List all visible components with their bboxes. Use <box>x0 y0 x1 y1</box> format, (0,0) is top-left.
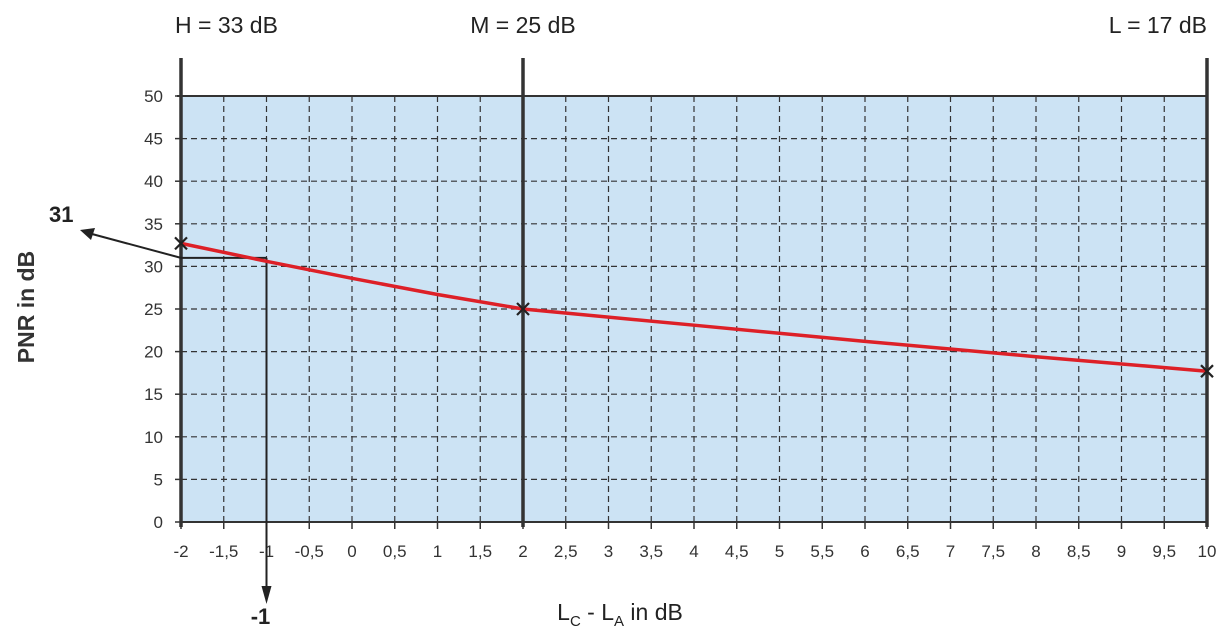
y-tick-label: 10 <box>144 428 163 447</box>
x-tick-label: 6 <box>860 542 869 561</box>
marker-stroke <box>174 236 188 251</box>
x-tick-label: 6,5 <box>896 542 920 561</box>
x-tick-label: 10 <box>1198 542 1217 561</box>
x-tick-label: 2 <box>518 542 527 561</box>
x-tick-label: -0,5 <box>295 542 324 561</box>
x-tick-label: 0,5 <box>383 542 407 561</box>
x-tick-label: 4,5 <box>725 542 749 561</box>
marker-label: M = 25 dB <box>470 12 575 38</box>
marker-stroke <box>516 302 530 316</box>
vertical-markers: H = 33 dB M = 25 dB L = 17 dB <box>175 12 1209 527</box>
arrow-up-left-icon <box>80 228 95 240</box>
y-tick-label: 50 <box>144 87 163 106</box>
annotation-x-value: -1 <box>251 604 271 629</box>
y-tick-label: 30 <box>144 257 163 276</box>
y-tick-label: 0 <box>154 513 163 532</box>
annotation-diag-arrow <box>91 233 182 259</box>
marker-label: L = 17 dB <box>1109 12 1207 38</box>
y-tick-label: 15 <box>144 385 163 404</box>
x-tick-label: -2 <box>173 542 188 561</box>
data-series <box>174 236 1214 378</box>
x-tick-label: 0 <box>347 542 356 561</box>
data-point-x-marker <box>1200 364 1214 378</box>
x-tick-label: -1,5 <box>209 542 238 561</box>
x-axis-title: LC - LA in dB <box>557 599 683 630</box>
y-tick-label: 35 <box>144 215 163 234</box>
x-tick-label: 3 <box>604 542 613 561</box>
x-tick-labels: -2-1,5-1-0,500,511,522,533,544,555,566,5… <box>173 542 1216 561</box>
y-tick-labels: 0 5 10 15 20 25 30 35 40 45 50 <box>144 87 163 532</box>
marker-stroke <box>1200 364 1214 378</box>
x-tick-label: 9,5 <box>1152 542 1176 561</box>
x-tick-label: 3,5 <box>639 542 663 561</box>
y-tick-label: 20 <box>144 343 163 362</box>
x-tick-label: 2,5 <box>554 542 578 561</box>
x-tick-label: 1,5 <box>468 542 492 561</box>
grid-lines <box>181 95 1207 522</box>
x-tick-label: 1 <box>433 542 442 561</box>
x-tick-label: 4 <box>689 542 698 561</box>
x-tick-label: 9 <box>1117 542 1126 561</box>
data-point-x-marker <box>174 236 188 251</box>
y-axis-title: PNR in dB <box>13 251 39 363</box>
y-tick-label: 25 <box>144 300 163 319</box>
x-tick-label: 8 <box>1031 542 1040 561</box>
x-tick-label: 7,5 <box>981 542 1005 561</box>
x-tick-label: 5 <box>775 542 784 561</box>
x-tick-label: 8,5 <box>1067 542 1091 561</box>
x-tick-label: 5,5 <box>810 542 834 561</box>
y-tick-label: 40 <box>144 172 163 191</box>
marker-label: H = 33 dB <box>175 12 278 38</box>
reading-annotation: 31 -1 <box>49 202 272 629</box>
arrow-down-icon <box>261 586 272 604</box>
axes <box>175 95 1208 529</box>
y-tick-label: 45 <box>144 130 163 149</box>
y-tick-label: 5 <box>154 470 163 489</box>
data-point-x-marker <box>516 302 530 316</box>
annotation-y-value: 31 <box>49 202 73 227</box>
x-tick-label: 7 <box>946 542 955 561</box>
